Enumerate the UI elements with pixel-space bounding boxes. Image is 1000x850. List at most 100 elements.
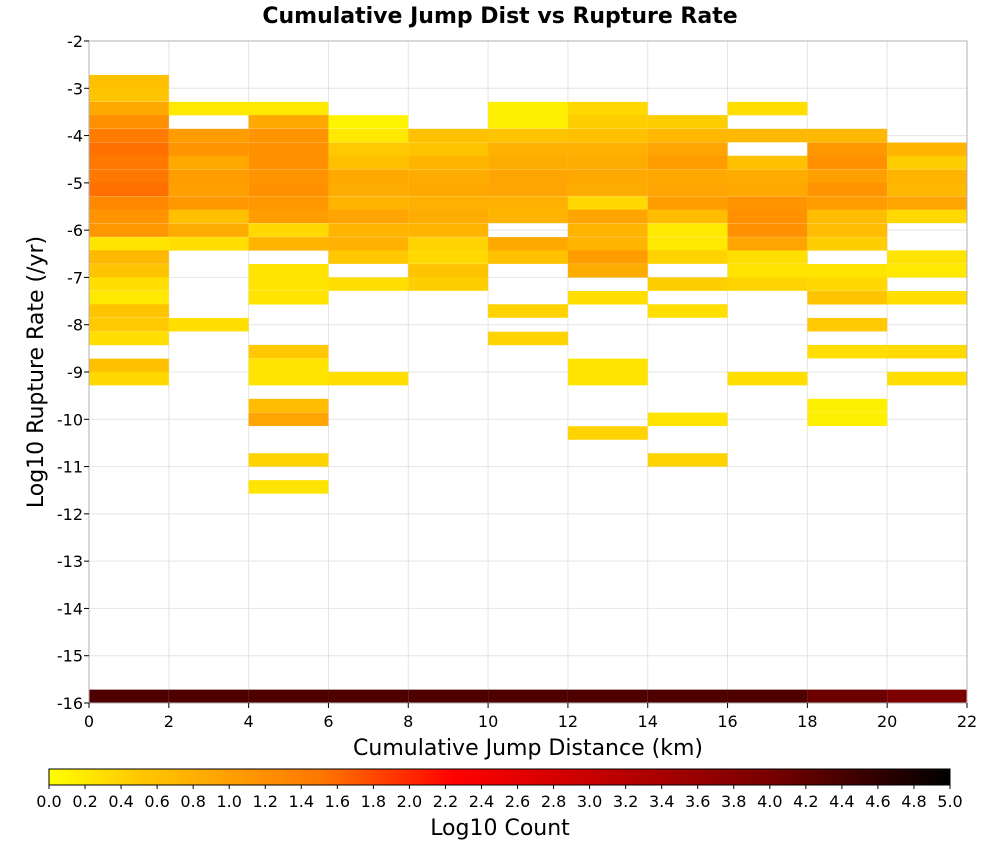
heatmap-cell (168, 155, 249, 170)
heatmap-cell (248, 480, 329, 494)
heatmap-cell (647, 115, 728, 129)
heatmap-cell (807, 155, 888, 170)
x-tick-label: 16 (717, 712, 737, 731)
heatmap-cell (567, 209, 648, 224)
heatmap-cell (89, 331, 169, 346)
heatmap-cell (887, 182, 967, 197)
heatmap-cell (727, 101, 808, 116)
heatmap-cell (408, 250, 489, 264)
heatmap-cell (248, 371, 329, 386)
heatmap-cell (89, 155, 169, 170)
heatmap-cell (887, 689, 967, 704)
heatmap-cell (328, 182, 409, 197)
y-tick-label: -12 (57, 505, 83, 524)
x-tick-label: 18 (797, 712, 817, 731)
heatmap-cell (328, 115, 409, 129)
y-tick-label: -13 (57, 552, 83, 571)
heatmap-cell (807, 398, 888, 413)
heatmap-cell (248, 196, 329, 210)
x-tick-label: 4 (244, 712, 254, 731)
y-tick-label: -4 (67, 127, 83, 146)
heatmap-cell (408, 182, 489, 197)
heatmap-cell (168, 169, 249, 183)
x-tick-label: 12 (558, 712, 578, 731)
colorbar-tick-label: 2.6 (505, 792, 530, 811)
heatmap-cell (168, 689, 249, 704)
y-tick-label: -5 (67, 174, 83, 193)
heatmap-cell (89, 371, 169, 386)
heatmap-cell (807, 264, 888, 278)
heatmap-cell (89, 304, 169, 318)
colorbar-tick-label: 4.2 (793, 792, 818, 811)
heatmap-cell (807, 291, 888, 305)
heatmap-cell (488, 196, 568, 210)
heatmap-cell (248, 115, 329, 129)
heatmap-cell (248, 398, 329, 413)
heatmap-cell (248, 128, 329, 143)
heatmap-cell (807, 317, 888, 332)
y-tick-label: -7 (67, 268, 83, 287)
y-tick-label: -10 (57, 410, 83, 429)
heatmap-cell (89, 291, 169, 305)
heatmap-cell (248, 264, 329, 278)
heatmap-cell (408, 237, 489, 251)
heatmap-cell (807, 128, 888, 143)
heatmap-cell (89, 250, 169, 264)
heatmap-cell (89, 277, 169, 291)
y-axis-label: Log10 Rupture Rate (/yr) (24, 236, 49, 508)
heatmap-cell (328, 209, 409, 224)
heatmap-cell (567, 426, 648, 440)
y-tick-label: -9 (67, 363, 83, 382)
heatmap-cell (647, 128, 728, 143)
heatmap-cell (727, 128, 808, 143)
heatmap-cell (488, 209, 568, 224)
heatmap-cell (89, 88, 169, 102)
heatmap-cell (89, 115, 169, 129)
heatmap-cell (408, 264, 489, 278)
heatmap-cell (807, 223, 888, 237)
colorbar-tick-label: 0.2 (72, 792, 97, 811)
colorbar-tick-label: 1.8 (361, 792, 386, 811)
heatmap-cell (328, 277, 409, 291)
heatmap-cell (248, 223, 329, 237)
heatmap-cell (248, 142, 329, 157)
heatmap-cell (567, 291, 648, 305)
heatmap-cell (807, 344, 888, 359)
heatmap-cell (807, 142, 888, 157)
heatmap-cell (488, 250, 568, 264)
x-tick-label: 20 (877, 712, 897, 731)
heatmap-cell (567, 264, 648, 278)
heatmap-cell (248, 344, 329, 359)
heatmap-cell (647, 453, 728, 467)
heatmap-cell (408, 209, 489, 224)
heatmap-cell (168, 209, 249, 224)
heatmap-cell (408, 277, 489, 291)
heatmap-cell (248, 237, 329, 251)
heatmap-cell (887, 250, 967, 264)
heatmap-cell (567, 371, 648, 386)
heatmap-cell (408, 142, 489, 157)
y-tick-label: -14 (57, 599, 83, 618)
heatmap-cell (488, 182, 568, 197)
heatmap-cell (807, 237, 888, 251)
heatmap-cell (168, 128, 249, 143)
colorbar-label: Log10 Count (430, 816, 570, 841)
heatmap-cell (488, 237, 568, 251)
heatmap-cell (248, 453, 329, 467)
heatmap-cell (887, 264, 967, 278)
heatmap-cell (887, 169, 967, 183)
heatmap-cell (647, 209, 728, 224)
colorbar-tick-label: 0.8 (180, 792, 205, 811)
heatmap-cell (328, 128, 409, 143)
heatmap-cell (567, 115, 648, 129)
heatmap-cell (328, 689, 409, 704)
heatmap-cell (408, 196, 489, 210)
heatmap-cell (328, 223, 409, 237)
heatmap-cell (89, 169, 169, 183)
colorbar-tick-label: 0.0 (36, 792, 61, 811)
colorbar-tick-label: 2.8 (541, 792, 566, 811)
x-tick-label: 2 (164, 712, 174, 731)
heatmap-cell (887, 344, 967, 359)
heatmap-cell (408, 155, 489, 170)
